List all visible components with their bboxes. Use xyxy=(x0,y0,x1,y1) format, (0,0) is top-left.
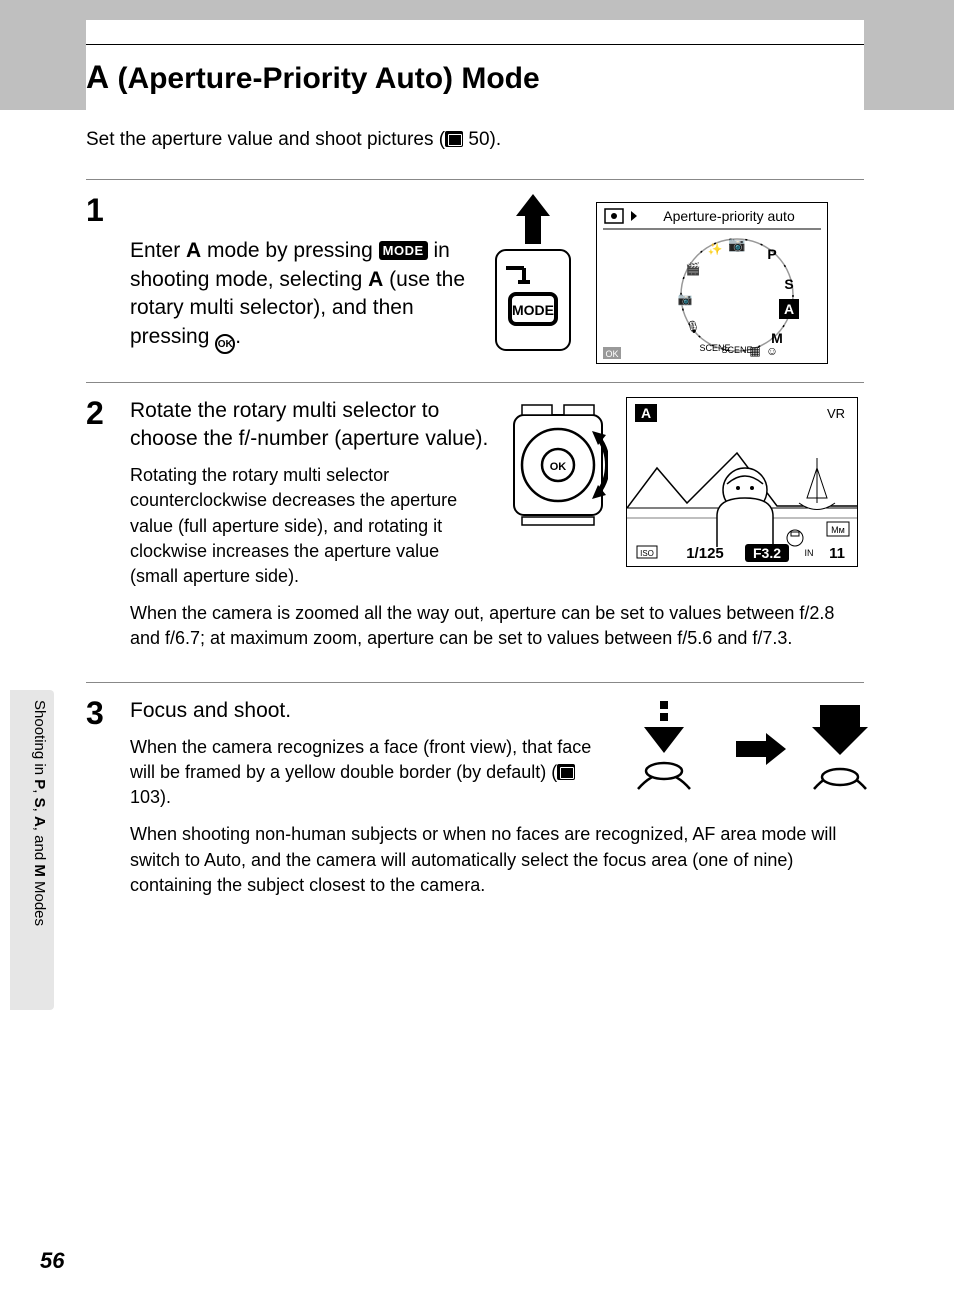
svg-text:SCENE: SCENE xyxy=(721,345,752,355)
svg-text:IN: IN xyxy=(805,548,814,558)
reference-icon xyxy=(557,764,575,780)
svg-text:📷: 📷 xyxy=(678,292,693,306)
figure-lcd-preview: A VR xyxy=(626,397,858,567)
svg-text:Mᴍ: Mᴍ xyxy=(831,525,845,535)
page-title: A (Aperture-Priority Auto) Mode xyxy=(86,59,864,96)
step-2-para2: When the camera is zoomed all the way ou… xyxy=(130,601,864,651)
svg-text:1/125: 1/125 xyxy=(686,545,724,562)
svg-text:OK: OK xyxy=(605,349,618,359)
intro-ref-page: 50 xyxy=(468,129,489,150)
svg-text:S: S xyxy=(784,276,793,292)
step-2: 2 Rotate the rotary multi selector to ch… xyxy=(86,382,864,682)
svg-text:✨: ✨ xyxy=(708,242,723,256)
intro-post: ). xyxy=(490,129,502,150)
ok-button-icon: OK xyxy=(215,334,235,354)
svg-text:MODE: MODE xyxy=(512,302,554,318)
page-title-text: (Aperture-Priority Auto) Mode xyxy=(117,62,539,95)
step-3-para2: When shooting non-human subjects or when… xyxy=(130,822,876,898)
page-number: 56 xyxy=(40,1248,64,1274)
step-2-para1: Rotating the rotary multi selector count… xyxy=(130,463,490,589)
figure-shutter-press xyxy=(626,697,876,797)
figure-mode-button: MODE xyxy=(488,194,578,364)
step-2-number: 2 xyxy=(86,397,116,429)
svg-text:F3.2: F3.2 xyxy=(753,545,781,561)
step-3-ref-page: 103 xyxy=(130,787,160,807)
svg-text:ISO: ISO xyxy=(640,549,654,558)
mode-glyph-a-inline-2: A xyxy=(368,266,383,294)
intro-pre: Set the aperture value and shoot picture… xyxy=(86,129,445,150)
mode-glyph-a: A xyxy=(86,59,109,96)
svg-text:11: 11 xyxy=(829,545,845,562)
svg-text:A: A xyxy=(641,405,651,421)
menu-title-text: Aperture-priority auto xyxy=(663,208,795,224)
step-1-number: 1 xyxy=(86,194,116,226)
svg-text:VR: VR xyxy=(827,406,845,421)
reference-icon xyxy=(445,131,463,147)
step-1: 1 Enter A mode by pressing MODE in shoot… xyxy=(86,179,864,382)
section-title-wrap: A (Aperture-Priority Auto) Mode xyxy=(86,44,864,114)
step-1-heading: Enter A mode by pressing MODE in shootin… xyxy=(130,237,470,353)
intro-text: Set the aperture value and shoot picture… xyxy=(86,126,864,155)
step-2-heading: Rotate the rotary multi selector to choo… xyxy=(130,397,490,454)
chapter-side-tab: Shooting in P, S, A, and M Modes xyxy=(10,690,54,1010)
mode-button-badge: MODE xyxy=(379,241,428,260)
svg-text:🎬: 🎬 xyxy=(686,262,701,276)
mode-glyph-a-inline: A xyxy=(186,237,201,265)
figure-mode-menu: Aperture-priority auto 📷 P S A xyxy=(596,202,828,364)
svg-text:A: A xyxy=(784,301,794,317)
svg-text:📷: 📷 xyxy=(728,236,745,253)
step-3-heading: Focus and shoot. xyxy=(130,697,608,725)
step-3: 3 Focus and shoot. When the camera recog… xyxy=(86,682,864,928)
step-3-number: 3 xyxy=(86,697,116,729)
svg-text:☺: ☺ xyxy=(766,344,778,358)
svg-text:P: P xyxy=(767,246,776,262)
svg-text:🎙: 🎙 xyxy=(685,320,700,334)
step-3-para1: When the camera recognizes a face (front… xyxy=(130,735,608,811)
svg-text:▦: ▦ xyxy=(749,344,760,358)
svg-text:OK: OK xyxy=(550,461,567,473)
figure-rotary-selector: OK xyxy=(508,397,608,527)
